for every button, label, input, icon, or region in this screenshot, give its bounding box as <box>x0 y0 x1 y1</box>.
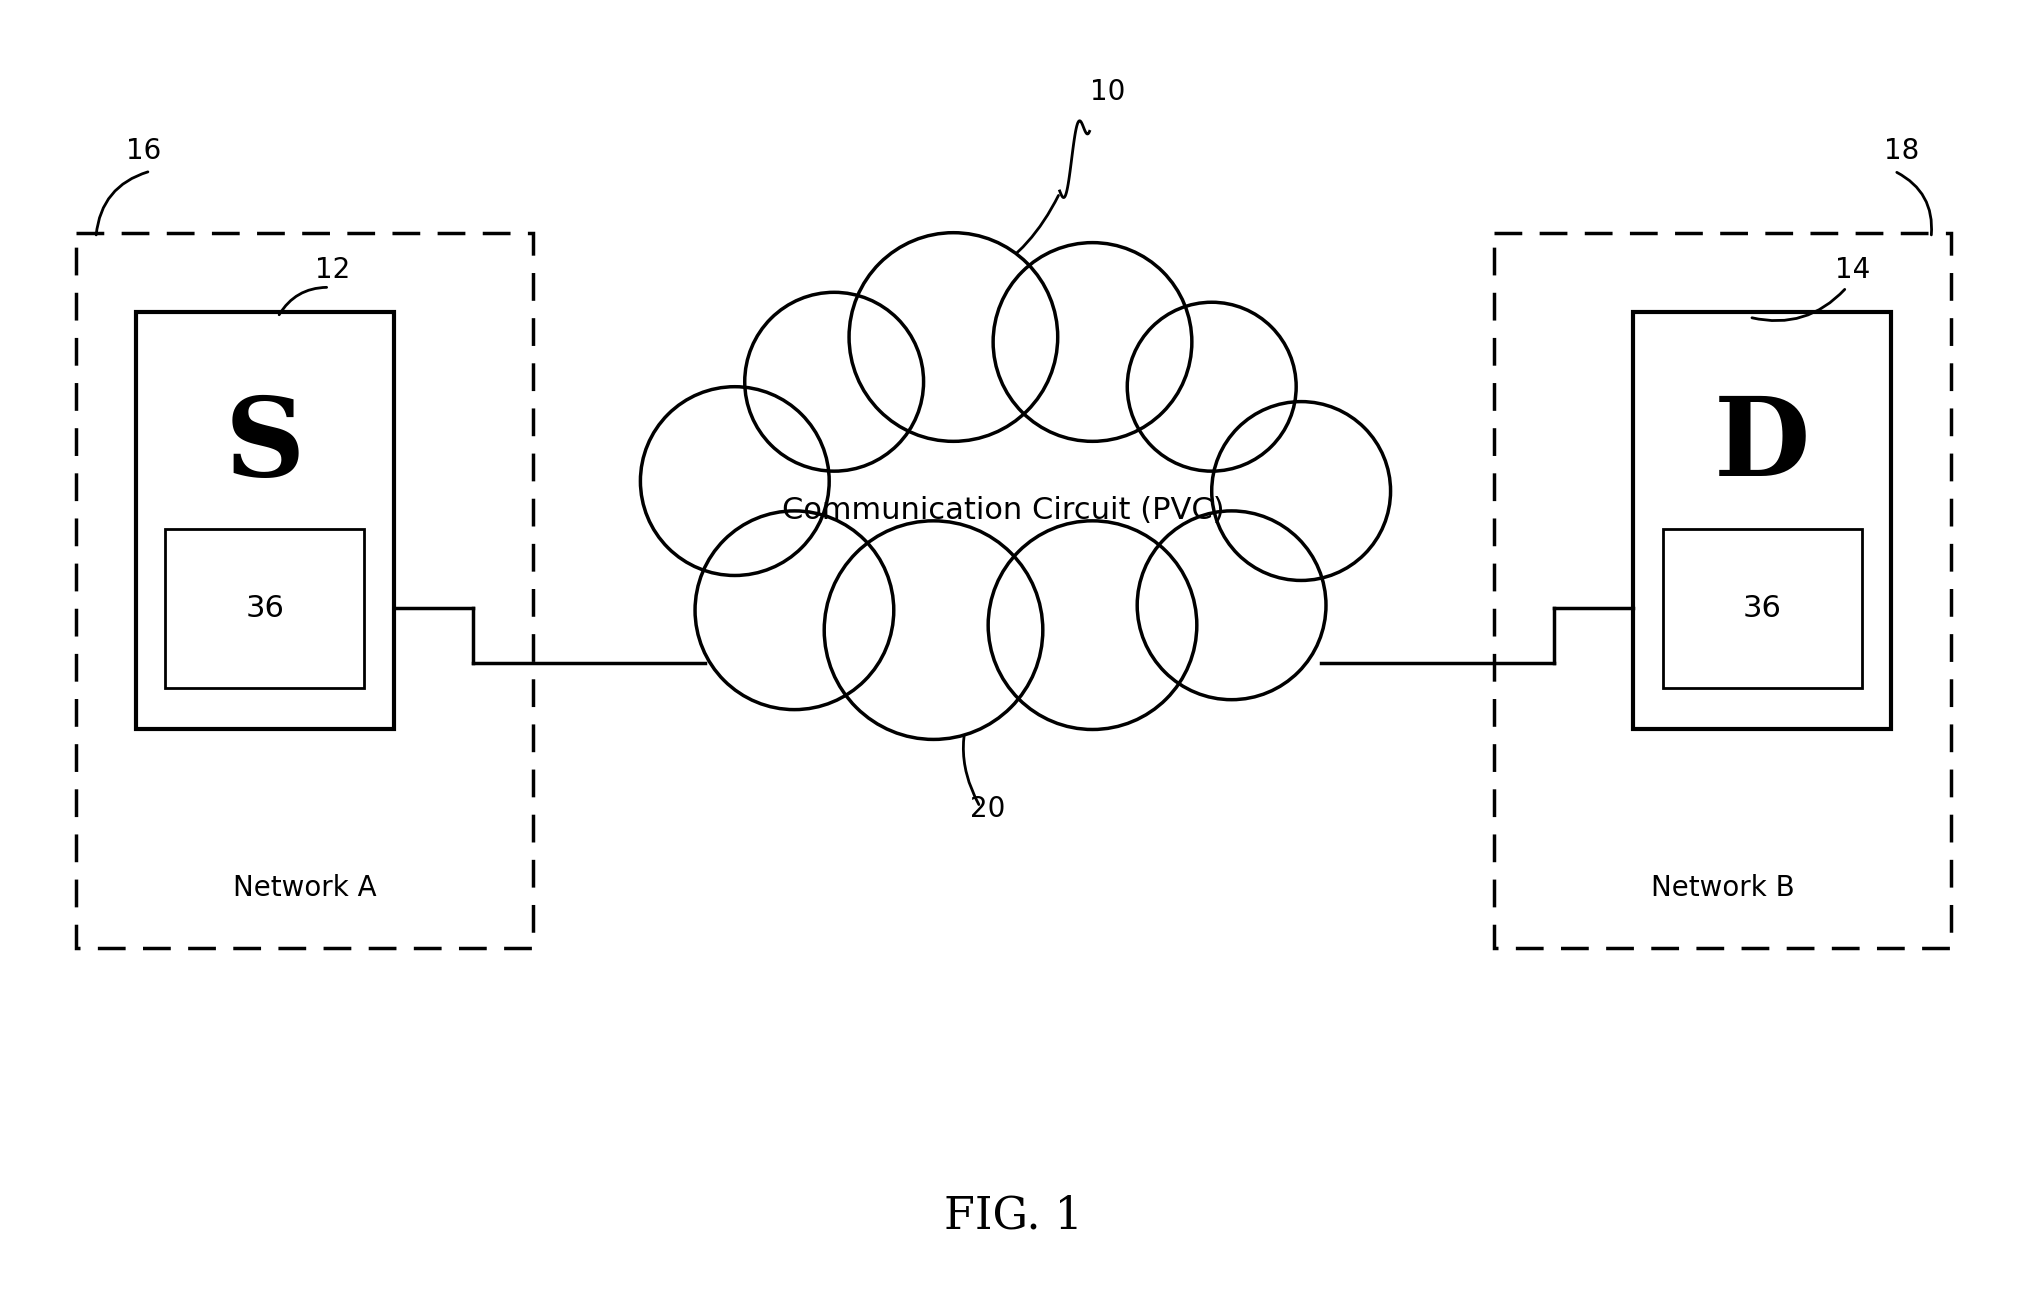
Ellipse shape <box>726 358 1301 664</box>
Circle shape <box>993 243 1192 441</box>
Bar <box>77 233 533 948</box>
Circle shape <box>641 386 829 576</box>
Text: Network B: Network B <box>1650 875 1794 902</box>
Circle shape <box>744 292 924 471</box>
Text: Communication Circuit (PVC): Communication Circuit (PVC) <box>782 497 1224 525</box>
Text: S: S <box>225 393 304 499</box>
Text: Network A: Network A <box>233 875 377 902</box>
Bar <box>1634 312 1891 729</box>
Circle shape <box>1137 511 1326 699</box>
Bar <box>1494 233 1950 948</box>
Circle shape <box>1127 302 1295 471</box>
Bar <box>1662 529 1861 688</box>
Text: 36: 36 <box>1743 594 1782 623</box>
Text: 16: 16 <box>126 138 160 165</box>
Bar <box>136 312 393 729</box>
Text: 14: 14 <box>1834 256 1871 285</box>
Circle shape <box>849 233 1058 441</box>
Text: FIG. 1: FIG. 1 <box>945 1195 1082 1238</box>
Text: D: D <box>1715 393 1810 499</box>
Circle shape <box>1212 402 1391 580</box>
Circle shape <box>825 521 1042 740</box>
Text: 10: 10 <box>1088 78 1125 105</box>
Bar <box>166 529 365 688</box>
Circle shape <box>989 521 1196 729</box>
Text: 20: 20 <box>971 796 1005 823</box>
Text: 36: 36 <box>245 594 284 623</box>
Text: 12: 12 <box>314 256 351 285</box>
Circle shape <box>695 511 894 710</box>
Text: 18: 18 <box>1885 138 1920 165</box>
